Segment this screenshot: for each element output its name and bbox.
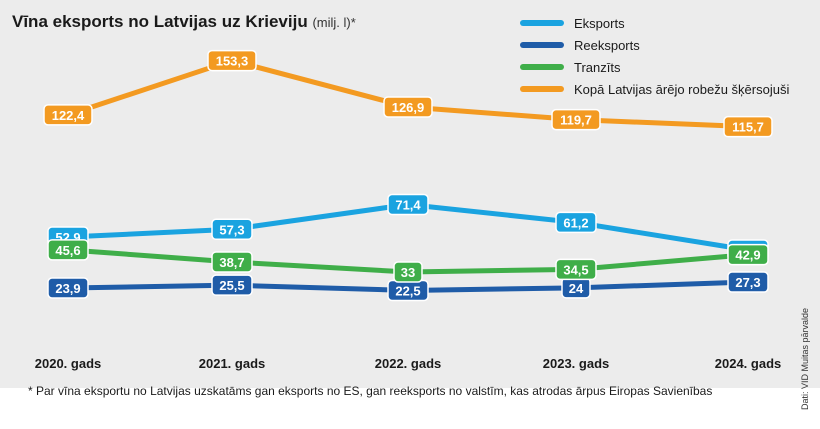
data-point-box bbox=[43, 104, 93, 126]
data-label-1-2: 22,5 bbox=[387, 279, 429, 302]
data-point-box bbox=[727, 271, 769, 293]
data-point-box bbox=[723, 115, 773, 138]
legend-item-3: Kopā Latvijas ārējo robežu šķērsojuši bbox=[520, 78, 789, 100]
data-label-3-4: 115,7 bbox=[723, 115, 773, 138]
legend-swatch bbox=[520, 42, 564, 48]
x-tick-label: 2021. gads bbox=[199, 356, 266, 371]
data-label-3-0: 122,4 bbox=[43, 104, 93, 126]
source-note: Dati: VID Muitas pārvalde bbox=[800, 307, 810, 410]
data-point-box bbox=[551, 108, 601, 131]
legend-item-1: Reeksports bbox=[520, 34, 789, 56]
data-point-value: 126,9 bbox=[392, 100, 425, 115]
data-point-value: 38,7 bbox=[219, 255, 244, 270]
legend-swatch bbox=[520, 64, 564, 70]
data-point-value: 27,3 bbox=[735, 275, 760, 290]
data-label-0-1: 57,3 bbox=[211, 218, 253, 241]
data-point-value: 34,5 bbox=[563, 262, 588, 277]
data-point-box bbox=[383, 96, 433, 118]
legend-swatch bbox=[520, 20, 564, 26]
data-point-value: 25,5 bbox=[219, 278, 244, 293]
data-point-box bbox=[555, 211, 597, 234]
x-tick-label: 2023. gads bbox=[543, 356, 610, 371]
x-tick-label: 2024. gads bbox=[715, 356, 782, 371]
data-point-value: 22,5 bbox=[395, 283, 420, 298]
data-point-box bbox=[47, 239, 89, 261]
data-label-2-0: 45,6 bbox=[47, 239, 89, 261]
data-point-value: 45,6 bbox=[55, 243, 80, 258]
chart-title: Vīna eksports no Latvijas uz Krieviju (m… bbox=[12, 12, 356, 32]
data-point-box bbox=[211, 251, 253, 273]
data-point-value: 119,7 bbox=[560, 113, 592, 128]
unit-label: (milj. l)* bbox=[312, 15, 356, 30]
data-label-3-3: 119,7 bbox=[551, 108, 601, 131]
data-point-value: 57,3 bbox=[219, 222, 244, 237]
data-label-2-4: 42,9 bbox=[727, 243, 769, 266]
legend-swatch bbox=[520, 86, 564, 92]
data-point-value: 153,3 bbox=[216, 54, 249, 69]
data-point-value: 61,2 bbox=[563, 215, 588, 230]
legend-label: Kopā Latvijas ārējo robežu šķērsojuši bbox=[574, 81, 790, 97]
data-label-1-0: 23,9 bbox=[47, 277, 89, 299]
legend-item-0: Eksports bbox=[520, 12, 789, 34]
data-point-value: 23,9 bbox=[55, 281, 80, 296]
x-tick-label: 2022. gads bbox=[375, 356, 442, 371]
data-point-value: 24 bbox=[569, 281, 584, 296]
x-tick-label: 2020. gads bbox=[35, 356, 102, 371]
data-label-1-1: 25,5 bbox=[211, 274, 253, 296]
data-point-box bbox=[47, 277, 89, 299]
data-label-0-2: 71,4 bbox=[387, 193, 429, 216]
data-point-value: 115,7 bbox=[732, 120, 764, 135]
data-label-1-4: 27,3 bbox=[727, 271, 769, 293]
legend-item-2: Tranzīts bbox=[520, 56, 789, 78]
data-point-box bbox=[555, 258, 597, 281]
data-point-box bbox=[207, 49, 257, 72]
footnote: * Par vīna eksportu no Latvijas uzskatām… bbox=[28, 384, 713, 398]
data-label-3-1: 153,3 bbox=[207, 49, 257, 72]
title-text: Vīna eksports no Latvijas uz Krieviju bbox=[12, 12, 308, 31]
data-point-box bbox=[211, 218, 253, 241]
legend-label: Reeksports bbox=[574, 37, 640, 53]
data-label-2-2: 33 bbox=[393, 261, 423, 283]
data-point-value: 42,9 bbox=[735, 248, 760, 263]
data-point-box bbox=[211, 274, 253, 296]
data-point-value: 122,4 bbox=[52, 108, 85, 123]
data-label-3-2: 126,9 bbox=[383, 96, 433, 118]
data-label-1-3: 24 bbox=[561, 277, 591, 299]
line-chart: 52,957,371,461,245,523,925,522,52427,345… bbox=[35, 49, 782, 371]
data-point-box bbox=[387, 193, 429, 216]
data-point-box bbox=[393, 261, 423, 283]
legend-label: Eksports bbox=[574, 15, 625, 31]
legend-label: Tranzīts bbox=[574, 59, 621, 75]
data-label-2-3: 34,5 bbox=[555, 258, 597, 281]
data-point-value: 33 bbox=[401, 265, 415, 280]
data-point-value: 71,4 bbox=[395, 198, 421, 213]
data-point-box bbox=[727, 243, 769, 266]
data-label-2-1: 38,7 bbox=[211, 251, 253, 273]
legend: Eksports Reeksports Tranzīts Kopā Latvijas … bbox=[520, 12, 789, 100]
data-label-0-3: 61,2 bbox=[555, 211, 597, 234]
